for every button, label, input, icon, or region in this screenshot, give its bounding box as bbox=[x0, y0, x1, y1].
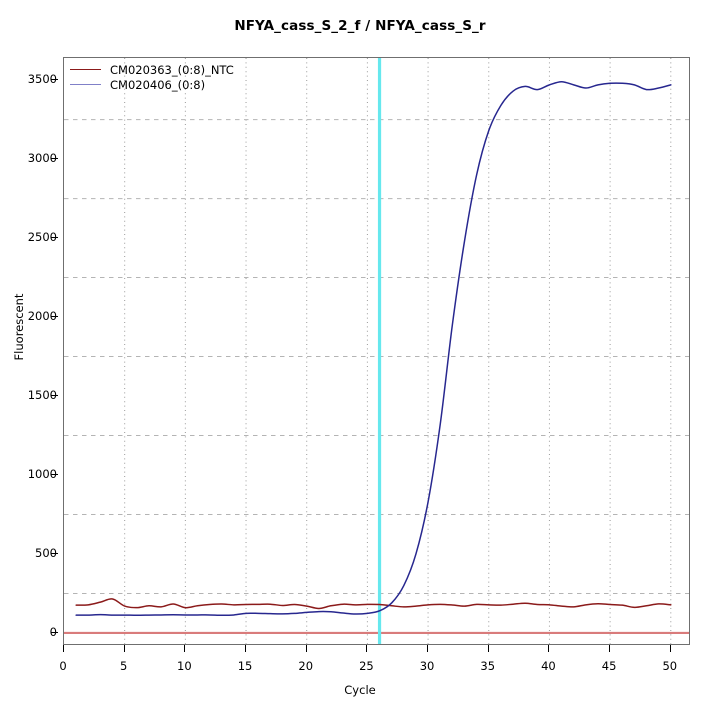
x-tick-label: 0 bbox=[59, 659, 67, 673]
x-tick-label: 35 bbox=[480, 659, 496, 673]
y-tick-label: 2500 bbox=[27, 230, 57, 245]
legend-swatch-sample bbox=[70, 84, 101, 85]
x-tick-mark bbox=[123, 645, 125, 652]
legend-swatch-ntc bbox=[70, 69, 101, 70]
series-line-ntc bbox=[75, 598, 672, 610]
x-tick-mark bbox=[609, 645, 611, 652]
x-tick-mark bbox=[669, 645, 671, 652]
x-tick-label: 45 bbox=[601, 659, 617, 673]
x-tick-mark bbox=[184, 645, 186, 652]
x-tick-label: 10 bbox=[177, 659, 192, 673]
x-axis: 0 5 10 15 20 25 30 35 40 45 50 bbox=[0, 645, 720, 685]
x-tick-label: 5 bbox=[120, 659, 128, 673]
y-tick-label: 1500 bbox=[27, 388, 57, 403]
x-tick-label: 20 bbox=[298, 659, 314, 673]
legend-label-sample: CM020406_(0:8) bbox=[110, 77, 206, 92]
y-tick-label: 2000 bbox=[27, 309, 57, 324]
x-tick-label: 40 bbox=[541, 659, 556, 673]
chart-legend: CM020363_(0:8)_NTC CM020406_(0:8) bbox=[70, 62, 234, 92]
x-tick-mark bbox=[487, 645, 489, 652]
y-tick-label: 3000 bbox=[27, 151, 57, 166]
x-tick-mark bbox=[305, 645, 307, 652]
plot-area bbox=[63, 57, 690, 645]
y-tick-mark bbox=[51, 237, 58, 239]
x-tick-label: 15 bbox=[237, 659, 253, 673]
x-tick-label: 25 bbox=[359, 659, 374, 673]
x-tick-mark bbox=[427, 645, 429, 652]
y-tick-label: 500 bbox=[35, 545, 57, 560]
x-tick-mark bbox=[245, 645, 247, 652]
x-tick-label: 50 bbox=[662, 659, 678, 673]
y-axis-title: Fluorescent bbox=[12, 293, 26, 361]
y-tick-mark bbox=[51, 316, 58, 318]
series-line-sample bbox=[75, 80, 672, 616]
y-tick-mark bbox=[51, 473, 58, 475]
y-tick-mark bbox=[51, 552, 58, 554]
x-tick-mark bbox=[63, 645, 64, 652]
y-axis: 0500100015002000250030003500 bbox=[0, 0, 58, 720]
x-tick-mark bbox=[548, 645, 550, 652]
legend-item-sample: CM020406_(0:8) bbox=[70, 77, 234, 92]
x-tick-label: 30 bbox=[419, 659, 435, 673]
y-tick-label: 1000 bbox=[27, 466, 57, 481]
legend-item-ntc: CM020363_(0:8)_NTC bbox=[70, 62, 234, 77]
plot-canvas bbox=[64, 58, 689, 644]
x-tick-mark bbox=[366, 645, 368, 652]
y-tick-mark bbox=[51, 395, 58, 397]
chart-title: NFYA_cass_S_2_f / NFYA_cass_S_r bbox=[234, 18, 486, 34]
y-tick-mark bbox=[51, 158, 58, 160]
y-tick-label: 3500 bbox=[27, 72, 57, 87]
legend-label-ntc: CM020363_(0:8)_NTC bbox=[110, 62, 234, 77]
y-tick-mark bbox=[51, 631, 58, 633]
x-axis-title: Cycle bbox=[344, 683, 376, 697]
y-tick-mark bbox=[51, 79, 58, 81]
